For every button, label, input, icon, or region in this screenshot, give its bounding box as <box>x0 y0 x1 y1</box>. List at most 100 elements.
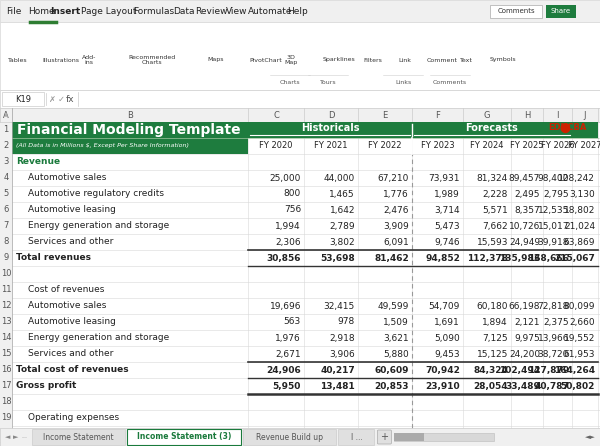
FancyBboxPatch shape <box>377 430 391 444</box>
Text: 6,091: 6,091 <box>383 238 409 247</box>
Text: View: View <box>226 7 247 16</box>
Text: (All Data is in Millions $, Except Per Share Information): (All Data is in Millions $, Except Per S… <box>16 144 189 149</box>
Text: 5,571: 5,571 <box>482 206 508 215</box>
Text: 978: 978 <box>338 318 355 326</box>
Text: 15,017: 15,017 <box>538 222 569 231</box>
Text: 24,906: 24,906 <box>266 366 301 375</box>
Text: 33,489: 33,489 <box>505 381 540 391</box>
Text: 5,950: 5,950 <box>272 381 301 391</box>
Text: 61,953: 61,953 <box>563 350 595 359</box>
Text: 2,495: 2,495 <box>515 190 540 198</box>
Text: 1,994: 1,994 <box>275 222 301 231</box>
Text: E: E <box>382 111 388 120</box>
Text: 3: 3 <box>4 157 8 166</box>
Text: Home: Home <box>28 7 55 16</box>
Text: 9: 9 <box>4 253 8 263</box>
Bar <box>490 5 542 18</box>
Text: 38,720: 38,720 <box>538 350 569 359</box>
Text: 1: 1 <box>4 125 8 135</box>
Bar <box>0 0 600 22</box>
Text: Automotive leasing: Automotive leasing <box>28 318 116 326</box>
Text: 2,918: 2,918 <box>329 334 355 343</box>
Text: Gross profit: Gross profit <box>16 381 76 391</box>
Text: 18: 18 <box>1 397 11 406</box>
Text: 1,642: 1,642 <box>329 206 355 215</box>
Text: FY 2025: FY 2025 <box>510 141 544 150</box>
Text: 94,852: 94,852 <box>425 253 460 263</box>
Text: Automotive regulatory credits: Automotive regulatory credits <box>28 190 164 198</box>
Text: C: C <box>273 111 279 120</box>
Text: FY 2026: FY 2026 <box>541 141 574 150</box>
Text: 112,378: 112,378 <box>467 253 508 263</box>
Text: 102,494: 102,494 <box>499 366 540 375</box>
Text: Comments: Comments <box>433 79 467 84</box>
Text: Data: Data <box>173 7 194 16</box>
Text: Add-
ins: Add- ins <box>82 54 97 66</box>
Text: Links: Links <box>395 79 411 84</box>
Text: Income Statement: Income Statement <box>43 433 114 442</box>
Text: 10: 10 <box>1 269 11 278</box>
Text: 2: 2 <box>4 141 8 150</box>
Text: 5,090: 5,090 <box>434 334 460 343</box>
Text: Text: Text <box>460 58 473 62</box>
Text: Illustrations: Illustrations <box>42 58 79 62</box>
Text: 1,465: 1,465 <box>329 190 355 198</box>
Text: 9,453: 9,453 <box>434 350 460 359</box>
Text: Automotive sales: Automotive sales <box>28 173 106 182</box>
Text: Page Layout: Page Layout <box>81 7 137 16</box>
Text: 164,264: 164,264 <box>554 366 595 375</box>
Text: 168,666: 168,666 <box>528 253 569 263</box>
Text: 1,894: 1,894 <box>482 318 508 326</box>
Text: 800: 800 <box>284 190 301 198</box>
Text: 66,198: 66,198 <box>509 301 540 310</box>
Text: H: H <box>524 111 530 120</box>
Text: 20,853: 20,853 <box>374 381 409 391</box>
Text: 70,942: 70,942 <box>425 366 460 375</box>
Text: Financial Modeling Template: Financial Modeling Template <box>17 123 241 137</box>
Text: 2,121: 2,121 <box>515 318 540 326</box>
Text: Tours: Tours <box>320 79 337 84</box>
Text: Comments: Comments <box>497 8 535 14</box>
Text: 2,789: 2,789 <box>329 222 355 231</box>
Text: 30,856: 30,856 <box>266 253 301 263</box>
Text: Energy generation and storage: Energy generation and storage <box>28 222 169 231</box>
Text: 40,787: 40,787 <box>534 381 569 391</box>
Text: 67,210: 67,210 <box>377 173 409 182</box>
Text: Sparklines: Sparklines <box>323 58 356 62</box>
Bar <box>0 428 600 446</box>
Bar <box>12 138 248 154</box>
Text: Revenue Build up: Revenue Build up <box>256 433 323 442</box>
Text: Automate: Automate <box>248 7 293 16</box>
Text: 9,975: 9,975 <box>514 334 540 343</box>
Text: 72,818: 72,818 <box>538 301 569 310</box>
Bar <box>0 122 600 428</box>
Bar <box>546 5 576 18</box>
Bar <box>338 429 374 445</box>
Text: FY 2023: FY 2023 <box>421 141 454 150</box>
Text: 11: 11 <box>1 285 11 294</box>
Text: Comment: Comment <box>427 58 458 62</box>
Text: Energy generation and storage: Energy generation and storage <box>28 334 169 343</box>
Text: 6: 6 <box>4 206 8 215</box>
Text: 84,324: 84,324 <box>473 366 508 375</box>
Text: 40,217: 40,217 <box>320 366 355 375</box>
Text: 53,698: 53,698 <box>320 253 355 263</box>
Text: FY 2027: FY 2027 <box>568 141 600 150</box>
Text: 1,509: 1,509 <box>383 318 409 326</box>
Text: 3,714: 3,714 <box>434 206 460 215</box>
Text: 5,473: 5,473 <box>434 222 460 231</box>
Bar <box>394 433 494 441</box>
Text: 17: 17 <box>1 381 11 391</box>
Text: 80,099: 80,099 <box>563 301 595 310</box>
Text: 44,000: 44,000 <box>324 173 355 182</box>
Text: 19: 19 <box>1 413 11 422</box>
Bar <box>127 429 241 445</box>
Text: FY 2022: FY 2022 <box>368 141 402 150</box>
Text: 13,481: 13,481 <box>320 381 355 391</box>
Text: 215,067: 215,067 <box>554 253 595 263</box>
Text: 2,476: 2,476 <box>383 206 409 215</box>
Text: I: I <box>556 111 559 120</box>
Text: 21,024: 21,024 <box>564 222 595 231</box>
Text: ▲: ▲ <box>4 112 8 117</box>
Text: 13: 13 <box>1 318 11 326</box>
